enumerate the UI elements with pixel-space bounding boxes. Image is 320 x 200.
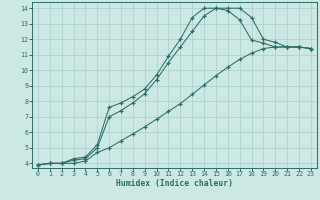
X-axis label: Humidex (Indice chaleur): Humidex (Indice chaleur)	[116, 179, 233, 188]
